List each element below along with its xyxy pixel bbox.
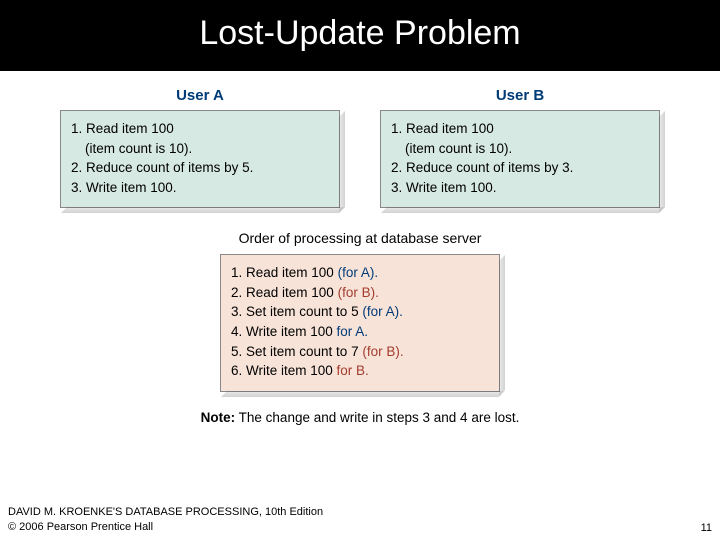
title-bar: Lost-Update Problem bbox=[0, 0, 720, 71]
proc-step-6: 6. Write item 100 for B. bbox=[231, 361, 489, 381]
slide-content: User A 1. Read item 100 (item count is 1… bbox=[0, 71, 720, 425]
user-b-box: 1. Read item 100 (item count is 10). 2. … bbox=[380, 110, 660, 208]
user-b-step-3: 3. Write item 100. bbox=[391, 178, 649, 198]
user-a-step-2: 2. Reduce count of items by 5. bbox=[71, 158, 329, 178]
user-a-column: User A 1. Read item 100 (item count is 1… bbox=[60, 87, 340, 208]
footer-left: DAVID M. KROENKE'S DATABASE PROCESSING, … bbox=[8, 505, 323, 534]
note-line: Note: The change and write in steps 3 an… bbox=[60, 410, 660, 425]
user-b-step-1b: (item count is 10). bbox=[391, 139, 649, 159]
processing-box: 1. Read item 100 (for A). 2. Read item 1… bbox=[220, 254, 500, 391]
note-label: Note: bbox=[201, 410, 236, 425]
note-text: The change and write in steps 3 and 4 ar… bbox=[235, 410, 519, 425]
page-number: 11 bbox=[701, 522, 712, 534]
user-a-step-3: 3. Write item 100. bbox=[71, 178, 329, 198]
processing-box-wrap: 1. Read item 100 (for A). 2. Read item 1… bbox=[60, 254, 660, 391]
user-row: User A 1. Read item 100 (item count is 1… bbox=[60, 87, 660, 208]
user-a-step-1: 1. Read item 100 bbox=[71, 119, 329, 139]
user-b-column: User B 1. Read item 100 (item count is 1… bbox=[380, 87, 660, 208]
proc-step-4: 4. Write item 100 for A. bbox=[231, 322, 489, 342]
proc-step-1: 1. Read item 100 (for A). bbox=[231, 263, 489, 283]
user-b-step-2: 2. Reduce count of items by 3. bbox=[391, 158, 649, 178]
proc-step-2: 2. Read item 100 (for B). bbox=[231, 283, 489, 303]
user-a-box: 1. Read item 100 (item count is 10). 2. … bbox=[60, 110, 340, 208]
user-a-step-1b: (item count is 10). bbox=[71, 139, 329, 159]
slide-title: Lost-Update Problem bbox=[0, 14, 720, 53]
user-a-label: User A bbox=[60, 87, 340, 104]
slide-footer: DAVID M. KROENKE'S DATABASE PROCESSING, … bbox=[8, 505, 712, 534]
proc-step-5: 5. Set item count to 7 (for B). bbox=[231, 342, 489, 362]
footer-line-2: © 2006 Pearson Prentice Hall bbox=[8, 521, 153, 533]
processing-caption: Order of processing at database server bbox=[60, 230, 660, 246]
user-b-step-1: 1. Read item 100 bbox=[391, 119, 649, 139]
user-b-label: User B bbox=[380, 87, 660, 104]
proc-step-3: 3. Set item count to 5 (for A). bbox=[231, 302, 489, 322]
footer-line-1: DAVID M. KROENKE'S DATABASE PROCESSING, … bbox=[8, 506, 323, 518]
